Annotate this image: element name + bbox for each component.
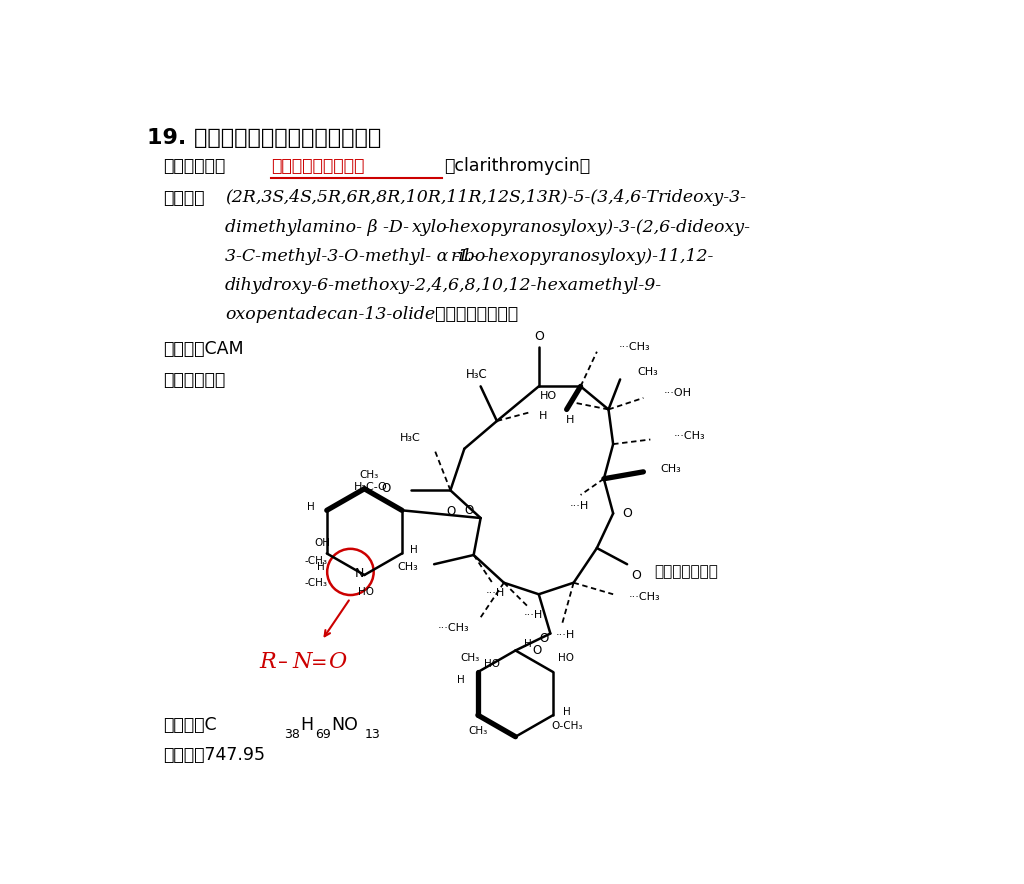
- Text: ···CH₃: ···CH₃: [629, 592, 660, 602]
- Text: H: H: [300, 716, 313, 735]
- Text: H: H: [566, 415, 574, 425]
- Text: CH₃: CH₃: [359, 470, 379, 480]
- Text: H: H: [524, 639, 531, 650]
- Text: 13: 13: [366, 728, 381, 741]
- Text: （clarithromycin）: （clarithromycin）: [444, 156, 590, 175]
- Text: H: H: [539, 411, 547, 421]
- Text: ···H: ···H: [569, 500, 589, 511]
- Text: dimethylamino- β -D-: dimethylamino- β -D-: [225, 218, 409, 235]
- Text: H: H: [316, 562, 325, 572]
- Text: クラリスロマイシン: クラリスロマイシン: [271, 156, 365, 175]
- Text: O: O: [540, 632, 549, 645]
- Text: ···H: ···H: [523, 610, 543, 620]
- Text: H: H: [457, 674, 465, 685]
- Text: H₃C-O: H₃C-O: [354, 483, 388, 492]
- Text: H₃C: H₃C: [399, 433, 420, 443]
- Text: ···H: ···H: [555, 630, 574, 640]
- Text: O: O: [623, 507, 632, 520]
- Text: oxopentadecan-13-olide　（日局に準拠）: oxopentadecan-13-olide （日局に準拠）: [225, 306, 518, 324]
- Text: N: N: [355, 567, 365, 580]
- Text: 分子式：C: 分子式：C: [163, 716, 216, 735]
- Text: O: O: [534, 330, 544, 343]
- Text: –: –: [279, 652, 288, 672]
- Text: 略　号：CAM: 略 号：CAM: [163, 340, 244, 358]
- Text: ···OH: ···OH: [664, 388, 691, 399]
- Text: CH₃: CH₃: [461, 653, 480, 663]
- Text: 化学名：: 化学名：: [163, 189, 205, 207]
- Text: （日局に準拠）: （日局に準拠）: [654, 564, 718, 579]
- Text: ···CH₃: ···CH₃: [438, 623, 470, 633]
- Text: O: O: [446, 505, 456, 518]
- Text: R: R: [260, 651, 276, 673]
- Text: CH₃: CH₃: [637, 367, 658, 377]
- Text: -hexopyranosyloxy)-3-(2,6-dideoxy-: -hexopyranosyloxy)-3-(2,6-dideoxy-: [443, 218, 751, 235]
- Text: HO: HO: [484, 659, 501, 668]
- Text: =: =: [311, 652, 328, 672]
- Text: CH₃: CH₃: [468, 726, 487, 735]
- Text: O: O: [632, 568, 641, 582]
- Text: ···H: ···H: [485, 589, 505, 598]
- Text: O: O: [532, 644, 542, 657]
- Text: CH₃: CH₃: [398, 562, 419, 572]
- Text: ···CH₃: ···CH₃: [674, 431, 706, 441]
- Text: HO: HO: [540, 392, 557, 401]
- Text: ribo: ribo: [452, 248, 486, 265]
- Text: -CH₃: -CH₃: [304, 556, 328, 566]
- Text: ···CH₃: ···CH₃: [618, 342, 650, 352]
- Text: H₃C: H₃C: [466, 368, 487, 380]
- Text: O-CH₃: O-CH₃: [551, 721, 583, 731]
- Text: (2R,3S,4S,5R,6R,8R,10R,11R,12S,13R)-5-(3,4,6-Trideoxy-3-: (2R,3S,4S,5R,6R,8R,10R,11R,12S,13R)-5-(3…: [225, 189, 745, 206]
- Text: 一般的名称：: 一般的名称：: [163, 156, 225, 175]
- Text: N: N: [292, 651, 311, 673]
- Text: CH₃: CH₃: [660, 464, 681, 474]
- Text: H: H: [307, 502, 315, 512]
- Text: 化学構造式：: 化学構造式：: [163, 371, 225, 389]
- Text: HO: HO: [558, 653, 573, 663]
- Text: O: O: [464, 504, 474, 517]
- Text: 38: 38: [285, 728, 300, 741]
- Text: O: O: [328, 651, 346, 673]
- Text: OH: OH: [314, 537, 330, 548]
- Text: 69: 69: [315, 728, 332, 741]
- Text: O: O: [382, 483, 391, 495]
- Text: 3-C-methyl-3-O-methyl- α -L-: 3-C-methyl-3-O-methyl- α -L-: [225, 248, 477, 265]
- Text: HO: HO: [358, 587, 374, 597]
- Text: H: H: [411, 545, 418, 555]
- Text: dihydroxy-6-methoxy-2,4,6,8,10,12-hexamethyl-9-: dihydroxy-6-methoxy-2,4,6,8,10,12-hexame…: [225, 277, 662, 294]
- Text: -CH₃: -CH₃: [304, 578, 328, 588]
- Text: 19. 有効成分に関する理化学的知見: 19. 有効成分に関する理化学的知見: [147, 128, 382, 149]
- Text: xylo: xylo: [413, 218, 449, 235]
- Text: NO: NO: [331, 716, 358, 735]
- Text: H: H: [563, 707, 571, 717]
- Text: -hexopyranosyloxy)-11,12-: -hexopyranosyloxy)-11,12-: [482, 248, 714, 265]
- Text: 分子量：747.95: 分子量：747.95: [163, 746, 265, 764]
